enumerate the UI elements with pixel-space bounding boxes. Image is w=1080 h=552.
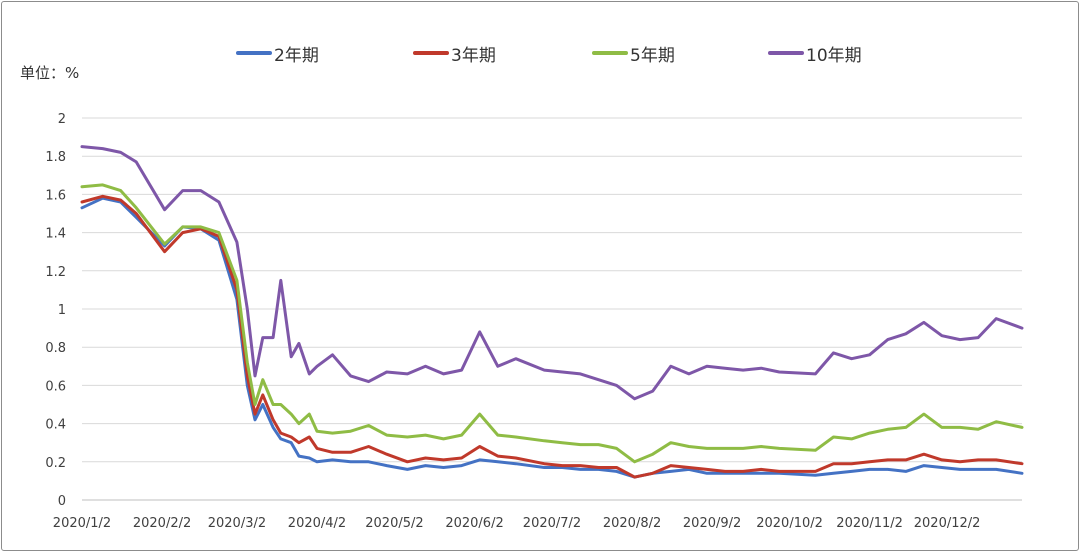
- y-tick-label: 2: [58, 112, 66, 127]
- y-tick-label: 1.6: [45, 188, 66, 203]
- x-tick-label: 2020/4/2: [288, 516, 346, 531]
- x-tick-label: 2020/1/2: [53, 516, 111, 531]
- legend-item-2y: 2年期: [236, 40, 319, 66]
- x-tick-label: 2020/9/2: [683, 516, 741, 531]
- legend-item-10y: 10年期: [768, 40, 862, 66]
- y-tick-label: 0.8: [45, 341, 66, 356]
- series-lines: [80, 145, 1024, 479]
- legend-item-3y: 3年期: [413, 40, 496, 66]
- legend-swatch-10y: [768, 51, 804, 55]
- y-tick-label: 1.4: [45, 227, 66, 242]
- x-tick-label: 2020/8/2: [603, 516, 661, 531]
- x-tick-label: 2020/10/2: [756, 516, 823, 531]
- gridlines: [82, 117, 1022, 501]
- legend-swatch-5y: [592, 51, 628, 55]
- y-tick-label: 0.6: [45, 379, 66, 394]
- x-tick-label: 2020/5/2: [365, 516, 423, 531]
- y-axis-unit-label: 单位：%: [20, 64, 80, 82]
- legend-label-5y: 5年期: [630, 45, 675, 66]
- series-line-5年期: [80, 183, 1024, 464]
- series-line-10年期: [80, 145, 1024, 401]
- y-tick-label: 1: [58, 303, 66, 318]
- y-tick-label: 0.2: [45, 456, 66, 471]
- legend-swatch-2y: [236, 51, 272, 55]
- legend-swatch-3y: [413, 51, 449, 55]
- legend-label-10y: 10年期: [806, 45, 862, 66]
- x-tick-label: 2020/7/2: [523, 516, 581, 531]
- y-tick-label: 1.2: [45, 265, 66, 280]
- y-tick-label: 0: [58, 494, 66, 509]
- legend-label-2y: 2年期: [274, 45, 319, 66]
- y-axis-ticks: 0 0.2 0.4 0.6 0.8 1 1.2 1.4 1.6 1.8 2: [45, 112, 66, 509]
- x-axis-ticks: 2020/1/2 2020/2/2 2020/3/2 2020/4/2 2020/5/2…: [53, 516, 981, 531]
- legend: 2年期 3年期 5年期 10年期: [0, 40, 1080, 66]
- y-tick-label: 1.8: [45, 150, 66, 165]
- x-tick-label: 2020/11/2: [836, 516, 903, 531]
- x-tick-label: 2020/12/2: [914, 516, 981, 531]
- y-tick-label: 0.4: [45, 418, 66, 433]
- legend-label-3y: 3年期: [451, 45, 496, 66]
- legend-item-5y: 5年期: [592, 40, 675, 66]
- x-tick-label: 2020/3/2: [208, 516, 266, 531]
- series-line-2年期: [80, 196, 1024, 479]
- x-tick-label: 2020/2/2: [133, 516, 191, 531]
- series-line-3年期: [80, 194, 1024, 479]
- x-tick-label: 2020/6/2: [445, 516, 503, 531]
